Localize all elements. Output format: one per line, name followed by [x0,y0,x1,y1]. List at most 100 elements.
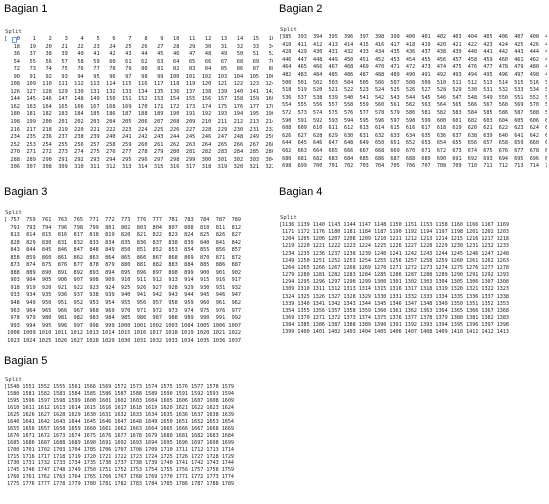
output-row: 1655 1656 1657 1658 1659 1660 1661 1662 … [4,425,235,432]
split-label: Split [280,215,297,221]
output-row: 1264 1265 1266 1267 1268 1269 1270 1271 … [279,264,510,271]
output-row: 978 979 980 981 982 983 984 985 986 987 … [4,315,242,322]
output-row: 873 874 875 876 877 878 879 880 881 882 … [4,262,242,269]
output-row: 464 465 466 467 468 469 470 471 472 473 … [279,64,547,71]
output-row: [ 0 1 2 3 4 5 6 7 8 9 10 11 12 13 14 15 … [4,36,273,42]
output-row: 144 145 146 147 148 149 150 151 152 153 … [4,96,273,103]
output-row: 1745 1746 1747 1748 1749 1750 1751 1752 … [4,467,235,474]
output-row: [ 757 759 761 763 765 771 772 773 776 77… [4,217,242,223]
output-row: 1324 1325 1326 1327 1328 1329 1330 1331 … [279,293,510,300]
output-panel: Split [1548 1551 1552 1555 1561 1566 156… [4,377,273,501]
split-label: Split [5,29,22,35]
output-row: 933 934 935 936 937 938 939 940 941 942 … [4,292,242,299]
output-row: 108 109 110 111 112 113 114 115 116 117 … [4,81,273,88]
output-row: 90 91 92 93 94 95 96 97 98 99 100 101 10… [4,73,273,80]
output-panel: Split [385 393 394 395 396 397 398 399 4… [279,27,547,176]
output-row: 288 289 290 291 292 293 294 295 296 297 … [4,156,273,163]
output-row: 963 964 965 966 967 968 969 970 971 972 … [4,307,242,314]
output-row: 662 663 664 665 666 667 668 669 670 671 … [279,147,547,154]
output-row: 410 411 412 413 414 415 416 417 418 419 … [279,41,547,48]
output-row: 1625 1626 1627 1628 1629 1630 1631 1632 … [4,411,235,418]
output-row: 54 55 56 57 58 59 60 61 62 63 64 65 66 6… [4,58,273,65]
output-row: 554 555 556 557 558 559 560 561 562 563 … [279,102,547,109]
output-row: 1309 1310 1311 1312 1313 1314 1315 1316 … [279,286,510,293]
output-row: 1715 1716 1717 1718 1719 1720 1721 1722 … [4,453,235,460]
split-label: Split [5,210,22,216]
output-row: 680 681 682 683 684 685 686 687 688 689 … [279,155,547,162]
output-row: 126 127 128 129 130 131 132 133 134 135 … [4,88,273,95]
output-row: 626 627 628 629 630 631 632 633 634 635 … [279,132,547,139]
output-row: 1294 1295 1296 1297 1298 1299 1300 1301 … [279,279,510,286]
output-row: 1354 1355 1356 1357 1358 1359 1360 1361 … [279,307,510,314]
output-row: 1279 1280 1281 1282 1283 1284 1285 1286 … [279,272,510,279]
output-row: 888 889 890 891 892 893 894 895 896 897 … [4,269,242,276]
split-label: Split [5,377,22,383]
output-row: 1670 1671 1672 1673 1674 1675 1676 1677 … [4,432,235,439]
output-row: 234 235 236 237 238 239 240 241 242 243 … [4,134,273,141]
cursor-box [12,37,17,43]
output-row: 791 793 794 796 798 799 801 802 803 804 … [4,224,242,231]
output-row: 813 814 815 816 817 818 819 820 821 822 … [4,232,242,239]
section-title: Bagian 5 [4,355,48,367]
output-row: 1730 1731 1732 1733 1734 1735 1736 1737 … [4,460,235,467]
output-row: 948 949 950 951 952 953 954 955 956 957 … [4,300,242,307]
output-row: 1249 1250 1251 1252 1253 1254 1255 1256 … [279,257,510,264]
output-row: 216 217 218 219 220 221 222 223 224 225 … [4,126,273,133]
output-row: 1171 1172 1176 1180 1181 1184 1187 1190 … [279,229,510,236]
output-row: 918 919 920 921 922 923 924 925 926 927 … [4,284,242,291]
output-panel: Split [ 0 1 2 3 4 5 6 7 8 9 10 11 12 13 … [4,29,273,176]
output-row: 1008 1009 1010 1011 1012 1013 1014 1015 … [4,330,242,337]
output-row: 270 271 272 273 274 275 276 277 278 279 … [4,149,273,156]
output-row: 843 844 845 846 847 848 849 850 851 852 … [4,247,242,254]
output-row: 644 645 646 647 648 649 650 651 652 653 … [279,140,547,147]
output-panel: Split [1136 1139 1140 1143 1144 1147 114… [279,215,547,342]
number-rows: [1136 1139 1140 1143 1144 1147 1148 1150… [279,222,509,337]
output-row: 162 163 164 165 166 167 168 169 170 171 … [4,103,273,110]
output-row: [1136 1139 1140 1143 1144 1147 1148 1150… [279,222,510,228]
output-row: 446 447 448 449 450 451 452 453 454 455 … [279,56,547,63]
output-row: 858 859 860 861 862 863 864 865 866 867 … [4,254,242,261]
section-title: Bagian 2 [279,3,323,15]
output-row: 1204 1205 1206 1207 1208 1209 1210 1211 … [279,236,510,243]
output-row: 36 37 38 39 40 41 42 43 44 45 46 47 48 4… [4,51,273,58]
output-row: 1700 1701 1702 1703 1704 1705 1706 1707 … [4,446,235,453]
output-row: 1023 1024 1025 1026 1027 1028 1029 1030 … [4,337,242,344]
output-row: 180 181 182 183 184 185 186 187 188 189 … [4,111,273,118]
output-row: 903 904 905 906 907 908 909 910 911 912 … [4,277,242,284]
output-row: 1595 1596 1597 1598 1599 1600 1601 1602 … [4,397,235,404]
output-row: 18 19 20 21 22 23 24 25 26 27 28 29 30 3… [4,43,273,50]
output-row: 1339 1340 1341 1342 1343 1344 1345 1346 … [279,300,510,307]
output-row: 608 609 610 611 612 613 614 615 616 617 … [279,125,547,132]
output-row: 590 591 592 593 594 595 596 597 598 599 … [279,117,547,124]
output-row: 1384 1385 1386 1387 1388 1389 1390 1391 … [279,322,510,329]
output-row: 1399 1400 1401 1402 1403 1404 1405 1406 … [279,329,510,336]
section-title: Bagian 3 [4,186,48,198]
output-row: 500 501 502 503 504 505 506 507 508 509 … [279,79,547,86]
output-row: [385 393 394 395 396 397 398 399 400 401… [279,34,547,40]
output-row: 306 307 308 309 310 311 312 313 314 315 … [4,164,273,171]
split-label: Split [280,27,297,33]
section-title: Bagian 1 [4,3,48,15]
output-row: 1234 1235 1236 1237 1238 1239 1240 1241 … [279,250,510,257]
output-row: 1775 1776 1777 1778 1779 1780 1781 1782 … [4,481,235,488]
output-row: 198 199 200 201 202 203 204 205 206 207 … [4,119,273,126]
output-row: 828 829 830 831 832 833 834 835 836 837 … [4,239,242,246]
output-row: 1580 1581 1582 1583 1584 1585 1586 1587 … [4,390,235,397]
output-row: 536 537 538 539 540 541 542 543 544 545 … [279,94,547,101]
output-row: 482 483 484 485 486 487 488 489 490 491 … [279,71,547,78]
section-title: Bagian 4 [279,186,323,198]
number-rows: [385 393 394 395 396 397 398 399 400 401… [279,34,547,171]
output-row: 252 253 254 255 256 257 258 259 260 261 … [4,141,273,148]
output-row: 993 994 995 996 997 998 999 1000 1001 10… [4,322,242,329]
output-row: 1369 1370 1371 1372 1373 1374 1375 1376 … [279,315,510,322]
output-row: 698 699 700 701 702 703 704 705 706 707 … [279,163,547,170]
output-row: 1640 1641 1642 1643 1644 1645 1646 1647 … [4,418,235,425]
output-row: 428 429 430 431 432 433 434 435 436 437 … [279,49,547,56]
number-rows: [ 757 759 761 763 765 771 772 773 776 77… [4,217,241,345]
output-row: 1610 1611 1612 1613 1614 1615 1616 1617 … [4,404,235,411]
output-row: 518 519 520 521 522 523 524 525 526 527 … [279,87,547,94]
number-rows: [1548 1551 1552 1555 1561 1566 1569 1572… [4,384,234,488]
output-row: 72 73 74 75 76 77 78 79 80 81 82 83 84 8… [4,66,273,73]
output-row: 1760 1761 1762 1763 1764 1765 1766 1767 … [4,474,235,481]
output-row: 1685 1686 1687 1688 1689 1690 1691 1692 … [4,439,235,446]
